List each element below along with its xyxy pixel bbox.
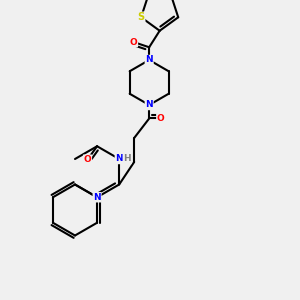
Text: N: N — [93, 193, 101, 202]
Text: H: H — [124, 154, 131, 164]
Text: O: O — [84, 155, 92, 164]
Text: S: S — [138, 12, 145, 22]
Text: N: N — [116, 154, 123, 164]
Text: O: O — [157, 114, 165, 123]
Text: N: N — [146, 100, 153, 109]
Text: N: N — [146, 56, 153, 64]
Text: O: O — [130, 38, 137, 46]
